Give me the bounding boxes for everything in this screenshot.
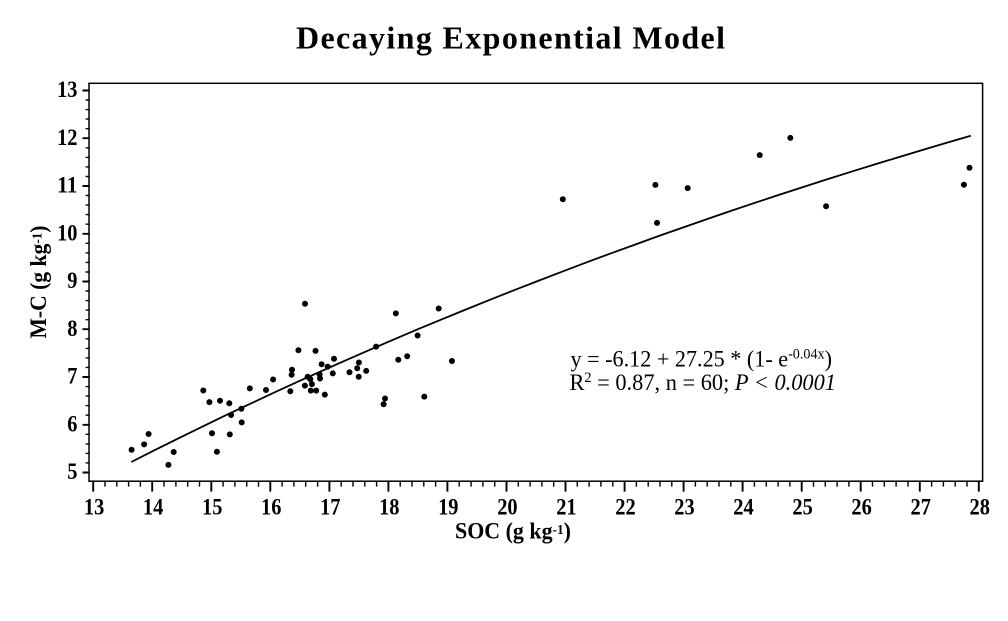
svg-text:18: 18 (379, 494, 399, 520)
svg-text:17: 17 (320, 494, 341, 520)
svg-text:25: 25 (792, 494, 812, 520)
svg-text:SOC (g kg-1): SOC (g kg-1) (455, 519, 571, 544)
svg-text:M-C (g kg-1): M-C (g kg-1) (26, 226, 51, 339)
svg-text:23: 23 (674, 494, 694, 520)
svg-text:28: 28 (970, 494, 990, 520)
svg-text:24: 24 (733, 494, 754, 520)
svg-text:Decaying Exponential Model: Decaying Exponential Model (296, 19, 725, 55)
svg-text:13: 13 (57, 77, 77, 103)
svg-text:12: 12 (57, 125, 77, 151)
svg-text:11: 11 (57, 173, 77, 199)
svg-text:14: 14 (143, 494, 164, 520)
svg-text:19: 19 (438, 494, 458, 520)
svg-text:7: 7 (67, 364, 77, 390)
svg-text:27: 27 (911, 494, 932, 520)
svg-text:8: 8 (67, 316, 77, 342)
svg-text:13: 13 (84, 494, 104, 520)
svg-text:20: 20 (497, 494, 517, 520)
svg-text:5: 5 (67, 459, 77, 485)
svg-text:9: 9 (67, 268, 77, 294)
svg-text:26: 26 (851, 494, 872, 520)
svg-text:R2 = 0.87, n = 60; P < 0.0001: R2 = 0.87, n = 60; P < 0.0001 (570, 370, 837, 396)
svg-text:22: 22 (615, 494, 635, 520)
svg-text:21: 21 (556, 494, 576, 520)
svg-text:10: 10 (57, 220, 77, 246)
svg-text:15: 15 (202, 494, 222, 520)
svg-text:16: 16 (261, 494, 282, 520)
svg-text:6: 6 (67, 411, 77, 437)
